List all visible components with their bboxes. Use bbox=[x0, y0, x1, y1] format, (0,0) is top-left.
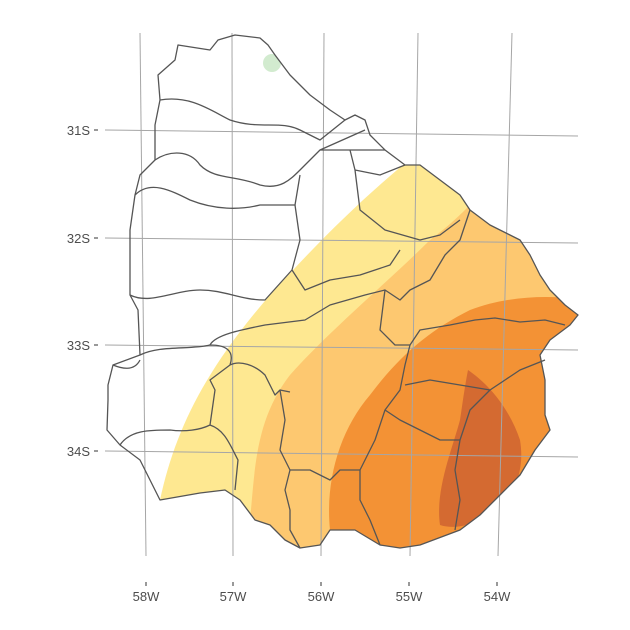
lon-label: 56W bbox=[308, 589, 335, 604]
lat-label: 31S bbox=[67, 123, 90, 138]
contour-band-4 bbox=[439, 370, 522, 527]
lat-label: 32S bbox=[67, 231, 90, 246]
lon-label: 54W bbox=[484, 589, 511, 604]
lon-axis: 58W 57W 56W 55W 54W bbox=[133, 582, 511, 604]
lat-axis: 31S 32S 33S 34S bbox=[67, 123, 98, 459]
lon-label: 58W bbox=[133, 589, 160, 604]
lon-label: 55W bbox=[396, 589, 423, 604]
small-patch bbox=[263, 54, 281, 72]
lon-label: 57W bbox=[220, 589, 247, 604]
lat-label: 34S bbox=[67, 444, 90, 459]
lat-label: 33S bbox=[67, 338, 90, 353]
department-borders bbox=[106, 34, 579, 549]
